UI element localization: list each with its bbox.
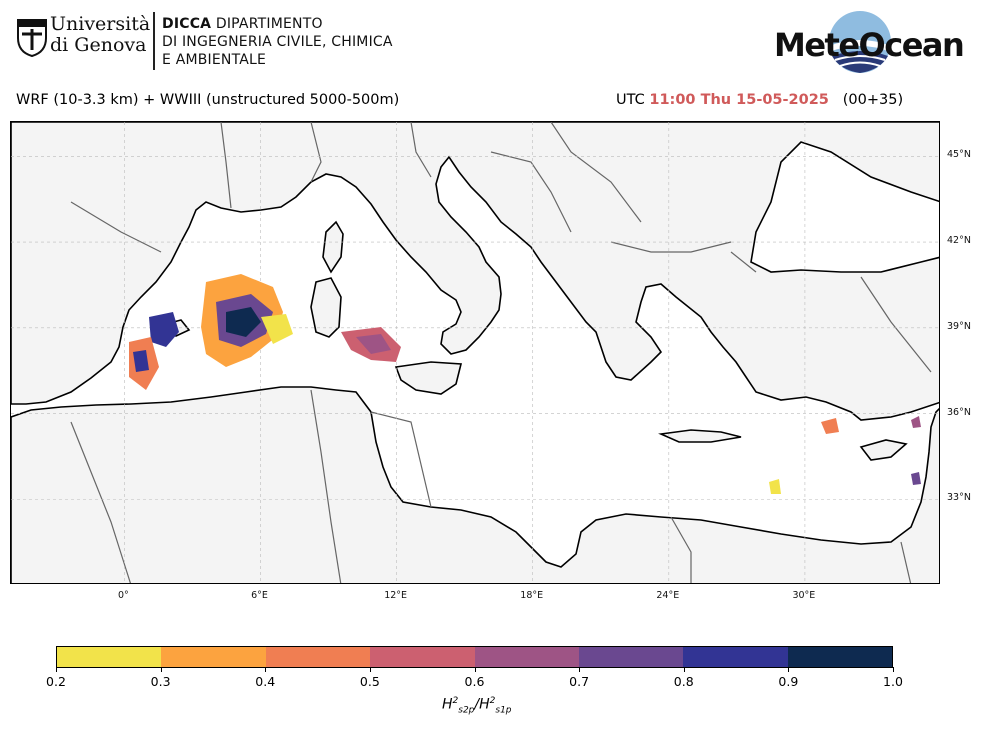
unige-name-line1: Università bbox=[50, 13, 151, 35]
field-patch-13 bbox=[911, 472, 921, 485]
lon-label: 18°E bbox=[520, 590, 544, 601]
colorbar-tick-label: 0.5 bbox=[359, 674, 380, 689]
dicca-line3: E AMBIENTALE bbox=[162, 52, 267, 68]
colorbar-tickmark bbox=[369, 667, 371, 672]
country-borders bbox=[70, 122, 932, 583]
colorbar-segment bbox=[787, 647, 892, 667]
land-europe bbox=[11, 122, 939, 421]
dicca-acronym: DICCA bbox=[162, 16, 212, 32]
meteocean-globe-icon bbox=[829, 11, 891, 73]
lat-label: 42°N bbox=[947, 235, 971, 247]
field-patch-7 bbox=[261, 314, 293, 344]
cb-label-sup2: 2 bbox=[489, 696, 496, 706]
field-patch-10 bbox=[821, 418, 839, 434]
header-divider bbox=[153, 12, 155, 70]
meteocean-wordmark: MeteOcean bbox=[774, 26, 965, 64]
colorbar-tick-label: 0.2 bbox=[46, 674, 66, 689]
colorbar-tickmark bbox=[160, 667, 162, 672]
mediterranean-map bbox=[11, 122, 939, 583]
field-patch-6 bbox=[133, 350, 149, 372]
data-overlay-tyrrhenian bbox=[341, 327, 401, 362]
land-africa bbox=[11, 386, 939, 583]
cb-label-h2: H bbox=[479, 696, 490, 713]
field-patch-12 bbox=[769, 479, 781, 494]
field-patch-11 bbox=[911, 416, 921, 428]
land-sicily bbox=[394, 361, 463, 395]
colorbar-tickmark bbox=[788, 667, 790, 672]
colorbar-tickmark bbox=[893, 667, 894, 672]
colorbar-tick-label: 0.9 bbox=[778, 674, 799, 689]
cb-label-h1: H bbox=[442, 696, 453, 713]
utc-prefix: UTC bbox=[616, 92, 645, 108]
colorbar-tick-label: 1.0 bbox=[883, 674, 903, 689]
field-patch-9 bbox=[356, 334, 391, 354]
cb-label-sub1: s2p bbox=[458, 705, 475, 716]
colorbar-segment bbox=[474, 647, 579, 667]
land-sardinia bbox=[310, 277, 342, 338]
colorbar-segment bbox=[265, 647, 371, 667]
colorbar-tickmark bbox=[474, 667, 476, 672]
lon-label: 0° bbox=[118, 590, 129, 601]
lon-label: 24°E bbox=[656, 590, 680, 601]
cb-label-sub2: s1p bbox=[495, 705, 512, 716]
land-cyprus bbox=[859, 439, 908, 461]
field-patch-4 bbox=[149, 312, 179, 347]
lon-label: 30°E bbox=[792, 590, 816, 601]
field-patch-3 bbox=[226, 307, 261, 337]
colorbar-tickmark bbox=[683, 667, 685, 672]
colorbar-tick-label: 0.4 bbox=[255, 674, 276, 689]
forecast-time-row: UTC 11:00 Thu 15-05-2025 (00+35) bbox=[616, 92, 903, 108]
forecast-time: 11:00 Thu 15-05-2025 bbox=[649, 92, 829, 108]
dicca-department-name: DICCA DIPARTIMENTO DI INGEGNERIA CIVILE,… bbox=[162, 15, 393, 69]
dicca-line2: DI INGEGNERIA CIVILE, CHIMICA bbox=[162, 34, 393, 50]
meteocean-logo bbox=[772, 8, 942, 78]
colorbar-tick-label: 0.6 bbox=[464, 674, 485, 689]
colorbar-segment bbox=[578, 647, 684, 667]
cb-label-sup1: 2 bbox=[452, 696, 459, 706]
colorbar-tickmark bbox=[579, 667, 581, 672]
lat-label: 33°N bbox=[947, 492, 971, 504]
lon-label: 12°E bbox=[384, 590, 408, 601]
land-layer bbox=[11, 122, 939, 583]
colorbar-segment bbox=[161, 647, 266, 667]
gridlines bbox=[11, 122, 939, 583]
unige-name-line2: di Genova bbox=[50, 34, 147, 56]
colorbar-segment bbox=[57, 647, 162, 667]
colorbar-label: H2s2p/H2s1p bbox=[442, 696, 512, 716]
colorbar-segment bbox=[370, 647, 475, 667]
colorbar-segment bbox=[683, 647, 788, 667]
colorbar-tick-label: 0.7 bbox=[569, 674, 590, 689]
forecast-step: (00+35) bbox=[842, 92, 904, 108]
lat-label: 45°N bbox=[947, 149, 971, 161]
colorbar-tickmark bbox=[265, 667, 267, 672]
unige-logo bbox=[14, 12, 154, 64]
unige-name: Università di Genova bbox=[50, 14, 150, 56]
colorbar bbox=[56, 646, 893, 668]
dicca-line1: DIPARTIMENTO bbox=[211, 16, 323, 32]
colorbar-tick-label: 0.8 bbox=[673, 674, 694, 689]
model-title: WRF (10-3.3 km) + WWIII (unstructured 50… bbox=[16, 92, 400, 108]
unige-crest-icon bbox=[17, 19, 47, 58]
lat-label: 36°N bbox=[947, 406, 971, 418]
colorbar-tick-label: 0.3 bbox=[150, 674, 171, 689]
data-overlay-east bbox=[769, 416, 921, 494]
colorbar-tickmark bbox=[56, 667, 57, 672]
map-panel bbox=[10, 121, 940, 584]
land-crete bbox=[658, 429, 742, 443]
data-overlay-balearic bbox=[129, 274, 293, 390]
lat-label: 39°N bbox=[947, 320, 971, 332]
land-corsica bbox=[322, 220, 344, 274]
lon-label: 6°E bbox=[251, 590, 268, 601]
